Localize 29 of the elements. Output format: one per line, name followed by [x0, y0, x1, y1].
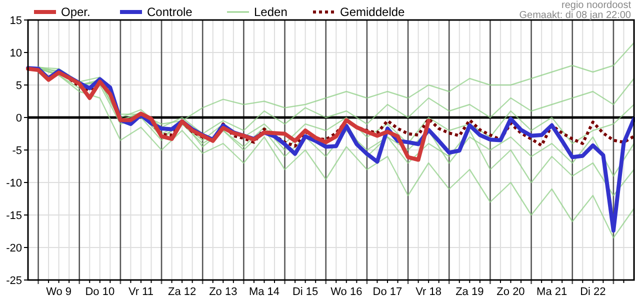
y-tick-label: -5 — [12, 145, 22, 157]
text: regio noordoost — [562, 0, 632, 11]
x-tick-label: Do 17 — [372, 286, 402, 298]
y-tick-label: 5 — [16, 80, 22, 92]
legend-label: Gemiddelde — [340, 5, 406, 19]
x-tick-label: Za 19 — [456, 286, 484, 298]
legend-label: Controle — [147, 5, 193, 19]
x-tick-label: Za 12 — [168, 286, 196, 298]
x-tick-label: Vr 18 — [416, 286, 442, 298]
y-tick-label: -20 — [6, 242, 22, 254]
x-tick-label: Wo 9 — [46, 286, 72, 298]
y-tick-label: -15 — [6, 210, 22, 222]
x-tick-label: Do 10 — [85, 286, 115, 298]
x-tick-label: Vr 11 — [128, 286, 154, 298]
y-tick-label: 15 — [10, 15, 22, 27]
y-tick-label: -25 — [6, 275, 22, 287]
y-tick-label: 10 — [10, 48, 22, 60]
x-tick-label: Di 22 — [580, 286, 606, 298]
y-tick-label: 0 — [16, 112, 22, 124]
x-tick-label: Zo 13 — [209, 286, 238, 298]
x-tick-label: Zo 20 — [496, 286, 525, 298]
legend-label: Leden — [254, 5, 288, 19]
x-tick-label: Ma 21 — [536, 286, 568, 298]
x-tick-label: Wo 16 — [330, 286, 362, 298]
x-tick-label: Di 15 — [292, 286, 318, 298]
legend-label: Oper. — [61, 5, 90, 19]
x-tick-label: Ma 14 — [248, 286, 280, 298]
annotation: Gemaakt: di 08 jan 22:00 — [519, 10, 632, 21]
y-tick-label: -10 — [6, 178, 22, 190]
